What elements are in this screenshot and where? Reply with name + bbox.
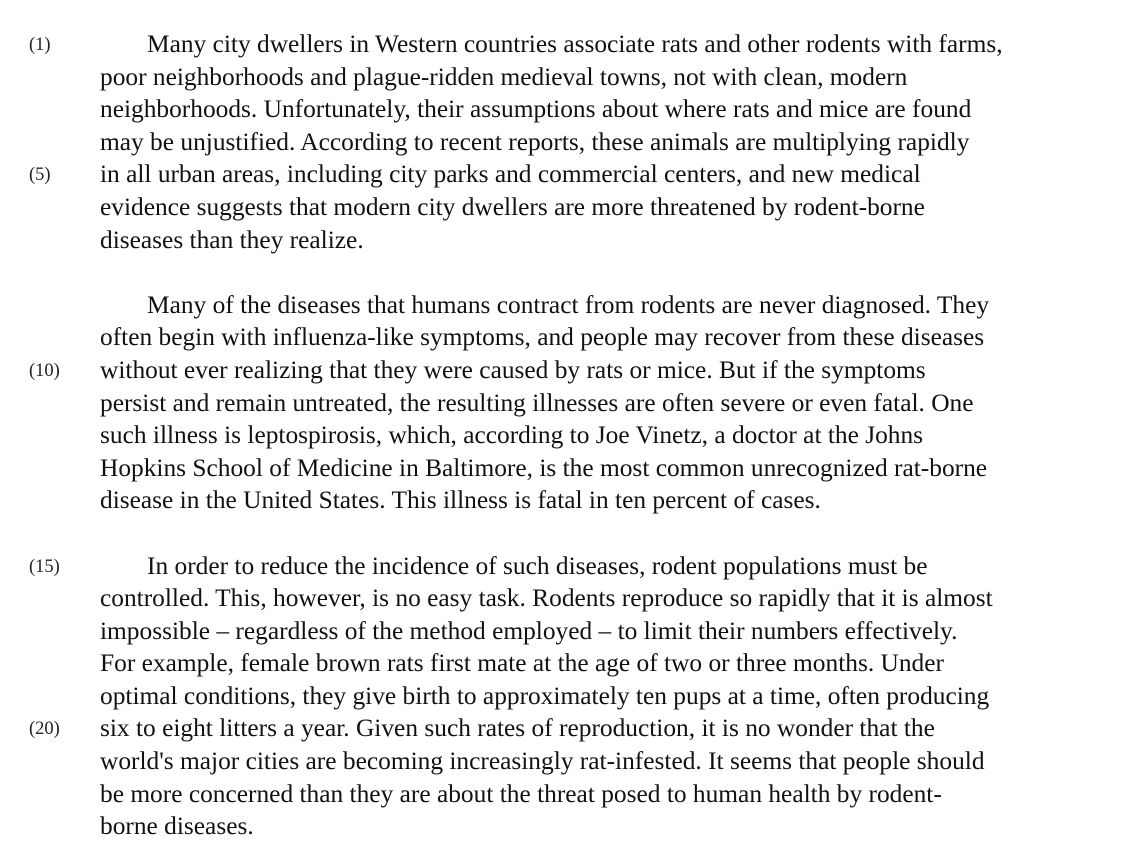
passage-line: controlled. This, however, is no easy ta… — [0, 582, 1136, 615]
passage-line: For example, female brown rats first mat… — [0, 647, 1136, 680]
passage-line: disease in the United States. This illne… — [0, 484, 1136, 517]
line-text: In order to reduce the incidence of such… — [147, 551, 928, 580]
passage-line: such illness is leptospirosis, which, ac… — [0, 419, 1136, 452]
passage-line: (20) six to eight litters a year. Given … — [0, 712, 1136, 745]
line-text: diseases than they realize. — [100, 225, 364, 254]
line-text: impossible – regardless of the method em… — [100, 616, 958, 645]
line-number: (20) — [29, 719, 60, 740]
line-text: borne diseases. — [100, 812, 254, 841]
passage-line: evidence suggests that modern city dwell… — [0, 191, 1136, 224]
line-text: optimal conditions, they give birth to a… — [100, 681, 990, 710]
line-number: (15) — [29, 556, 60, 577]
line-text: world's major cities are becoming increa… — [100, 747, 985, 776]
passage-line: (15) In order to reduce the incidence of… — [0, 550, 1136, 583]
line-text: without ever realizing that they were ca… — [100, 355, 926, 384]
line-text: Many of the diseases that humans contrac… — [147, 290, 990, 319]
passage-line: may be unjustified. According to recent … — [0, 126, 1136, 159]
passage-line: poor neighborhoods and plague-ridden med… — [0, 61, 1136, 94]
line-text: often begin with influenza-like symptoms… — [100, 323, 985, 352]
paragraph-2: Many of the diseases that humans contrac… — [0, 289, 1136, 517]
line-text: persist and remain untreated, the result… — [100, 388, 974, 417]
passage-line: be more concerned than they are about th… — [0, 778, 1136, 811]
line-text: six to eight litters a year. Given such … — [100, 714, 935, 743]
paragraph-1: (1) Many city dwellers in Western countr… — [0, 28, 1136, 256]
paragraph-3: (15) In order to reduce the incidence of… — [0, 550, 1136, 843]
passage-line: impossible – regardless of the method em… — [0, 615, 1136, 648]
line-text: Many city dwellers in Western countries … — [147, 30, 1003, 58]
passage-line: often begin with influenza-like symptoms… — [0, 321, 1136, 354]
passage-line: (10) without ever realizing that they we… — [0, 354, 1136, 387]
line-text: neighborhoods. Unfortunately, their assu… — [100, 95, 972, 124]
line-text: For example, female brown rats first mat… — [100, 649, 944, 678]
line-number: (5) — [29, 165, 51, 186]
line-number: (10) — [29, 360, 60, 381]
line-text: in all urban areas, including city parks… — [100, 160, 921, 189]
passage-line: (1) Many city dwellers in Western countr… — [0, 28, 1136, 61]
passage-line: borne diseases. — [0, 810, 1136, 843]
line-text: be more concerned than they are about th… — [100, 779, 942, 808]
passage-line: diseases than they realize. — [0, 224, 1136, 257]
line-text: Hopkins School of Medicine in Baltimore,… — [100, 453, 988, 482]
passage-line: optimal conditions, they give birth to a… — [0, 680, 1136, 713]
line-number: (1) — [29, 35, 51, 55]
line-text: controlled. This, however, is no easy ta… — [100, 584, 993, 613]
passage-line: persist and remain untreated, the result… — [0, 387, 1136, 420]
passage-line: (5) in all urban areas, including city p… — [0, 158, 1136, 191]
line-text: disease in the United States. This illne… — [100, 486, 821, 515]
line-text: may be unjustified. According to recent … — [100, 127, 970, 156]
reading-passage: (1) Many city dwellers in Western countr… — [0, 28, 1136, 843]
passage-line: world's major cities are becoming increa… — [0, 745, 1136, 778]
passage-line: neighborhoods. Unfortunately, their assu… — [0, 93, 1136, 126]
passage-line: Many of the diseases that humans contrac… — [0, 289, 1136, 322]
line-text: evidence suggests that modern city dwell… — [100, 192, 925, 221]
passage-line: Hopkins School of Medicine in Baltimore,… — [0, 452, 1136, 485]
line-text: such illness is leptospirosis, which, ac… — [100, 421, 924, 450]
line-text: poor neighborhoods and plague-ridden med… — [100, 62, 908, 91]
